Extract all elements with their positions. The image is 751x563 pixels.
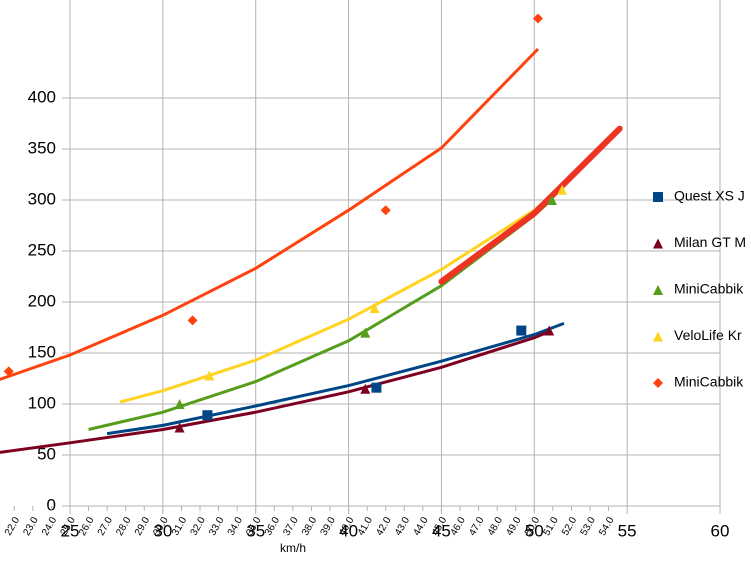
marker [533, 13, 543, 24]
x2-tick-label: 23.0 [21, 515, 40, 538]
marker [653, 378, 663, 388]
x2-tick-label: 41.0 [356, 515, 375, 538]
x2-tick-label: 37.0 [281, 515, 300, 538]
x2-tick-label: 27.0 [96, 515, 115, 538]
x2-tick-label: 38.0 [300, 515, 319, 538]
marker [371, 382, 382, 393]
y-tick-label: 350 [28, 138, 56, 157]
x2-tick-label: 26.0 [77, 515, 96, 538]
marker [653, 285, 663, 295]
x-tick-label: 25 [61, 521, 80, 540]
x-tick-label: 40 [339, 521, 358, 540]
x2-tick-label: 47.0 [467, 515, 486, 538]
marker [653, 192, 663, 202]
legend-label: MiniCabbik [674, 374, 744, 390]
x-tick-label: 35 [246, 521, 265, 540]
x2-tick-label: 22.0 [3, 515, 22, 538]
y-tick-label: 50 [37, 444, 56, 463]
x2-tick-label: 29.0 [133, 515, 152, 538]
marker [360, 383, 371, 394]
y-tick-label: 100 [28, 393, 56, 412]
trendline [106, 321, 565, 436]
x2-tick-label: 48.0 [486, 515, 505, 538]
x-tick-label: 60 [711, 521, 730, 540]
x2-tick-label: 36.0 [263, 515, 282, 538]
x2-tick-label: 32.0 [189, 515, 208, 538]
x2-tick-label: 43.0 [393, 515, 412, 538]
marker [187, 315, 198, 326]
y-tick-label: 0 [47, 495, 56, 514]
trendline [0, 47, 540, 381]
x2-tick-label: 44.0 [411, 515, 430, 538]
y-tick-label: 250 [28, 240, 56, 259]
trendline [88, 198, 553, 431]
x2-tick-label: 49.0 [504, 515, 523, 538]
x-tick-label: 55 [618, 521, 637, 540]
legend-label: Quest XS J [674, 188, 745, 204]
highlight-line [438, 125, 623, 285]
x-tick-label: 50 [525, 521, 544, 540]
x2-tick-label: 54.0 [597, 515, 616, 538]
y-tick-label: 300 [28, 189, 56, 208]
x2-tick-label: 31.0 [170, 515, 189, 538]
x-axis-label: km/h [280, 541, 306, 555]
marker [380, 205, 391, 216]
marker [174, 422, 185, 433]
marker [516, 325, 527, 336]
x2-tick-label: 21.0 [0, 515, 4, 538]
marker [204, 370, 215, 381]
x2-tick-label: 33.0 [207, 515, 226, 538]
marker [174, 399, 185, 409]
x2-tick-label: 39.0 [319, 515, 338, 538]
legend-label: MiniCabbik [674, 281, 744, 297]
x2-tick-label: 51.0 [541, 515, 560, 538]
legend-label: VeloLife Kr [674, 327, 742, 343]
x2-tick-label: 34.0 [226, 515, 245, 538]
x2-tick-label: 46.0 [449, 515, 468, 538]
marker [557, 184, 568, 195]
x2-tick-label: 42.0 [374, 515, 393, 538]
marker [202, 410, 213, 421]
y-tick-label: 150 [28, 342, 56, 361]
trendline [119, 193, 554, 404]
marker [653, 238, 663, 249]
marker [369, 303, 380, 314]
marker [3, 366, 14, 377]
y-tick-label: 400 [28, 87, 56, 106]
marker [360, 327, 371, 338]
marker [653, 331, 663, 342]
marker [546, 195, 557, 205]
trendline [0, 330, 550, 454]
x-tick-label: 30 [153, 521, 172, 540]
x2-tick-label: 24.0 [40, 515, 59, 538]
legend-label: Milan GT M [674, 234, 746, 250]
x-tick-label: 45 [432, 521, 451, 540]
x2-tick-label: 28.0 [114, 515, 133, 538]
marker [544, 325, 555, 336]
y-tick-label: 200 [28, 291, 56, 310]
x2-tick-label: 52.0 [560, 515, 579, 538]
x2-tick-label: 53.0 [579, 515, 598, 538]
